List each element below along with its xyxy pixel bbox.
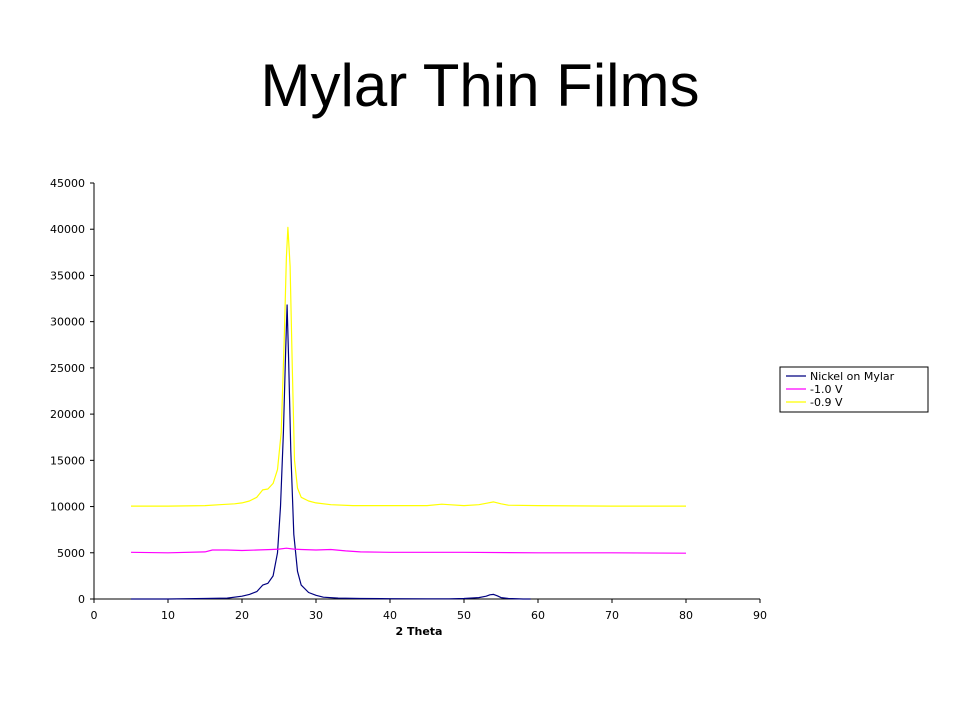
legend-label: -1.0 V: [810, 383, 843, 396]
x-tick-label: 10: [161, 609, 175, 622]
legend-label: -0.9 V: [810, 396, 843, 409]
x-tick-label: 20: [235, 609, 249, 622]
y-tick-label: 40000: [50, 223, 85, 236]
y-tick-label: 45000: [50, 177, 85, 190]
x-tick-label: 90: [753, 609, 767, 622]
x-tick-label: 70: [605, 609, 619, 622]
legend-label: Nickel on Mylar: [810, 370, 895, 383]
y-tick-label: 30000: [50, 316, 85, 329]
x-tick-label: 80: [679, 609, 693, 622]
y-tick-label: 0: [78, 593, 85, 606]
chart-legend: Nickel on Mylar-1.0 V-0.9 V: [779, 366, 929, 413]
y-tick-label: 25000: [50, 362, 85, 375]
series-line-2: [131, 226, 686, 507]
x-tick-label: 30: [309, 609, 323, 622]
y-tick-label: 15000: [50, 454, 85, 467]
series-line-1: [130, 547, 687, 554]
series-line-0: [131, 304, 531, 600]
x-axis-title: 2 Theta: [396, 625, 443, 638]
x-tick-label: 60: [531, 609, 545, 622]
slide-title: Mylar Thin Films: [260, 52, 700, 119]
y-tick-label: 20000: [50, 408, 85, 421]
x-tick-label: 40: [383, 609, 397, 622]
x-tick-label: 0: [91, 609, 98, 622]
y-tick-label: 5000: [57, 547, 85, 560]
y-tick-label: 35000: [50, 269, 85, 282]
chart-axes: 0 5000 10000 15000 20000 25000 30000 35000 40000…: [50, 177, 767, 622]
y-tick-label: 10000: [50, 501, 85, 514]
chart-series: [130, 226, 687, 600]
x-tick-label: 50: [457, 609, 471, 622]
